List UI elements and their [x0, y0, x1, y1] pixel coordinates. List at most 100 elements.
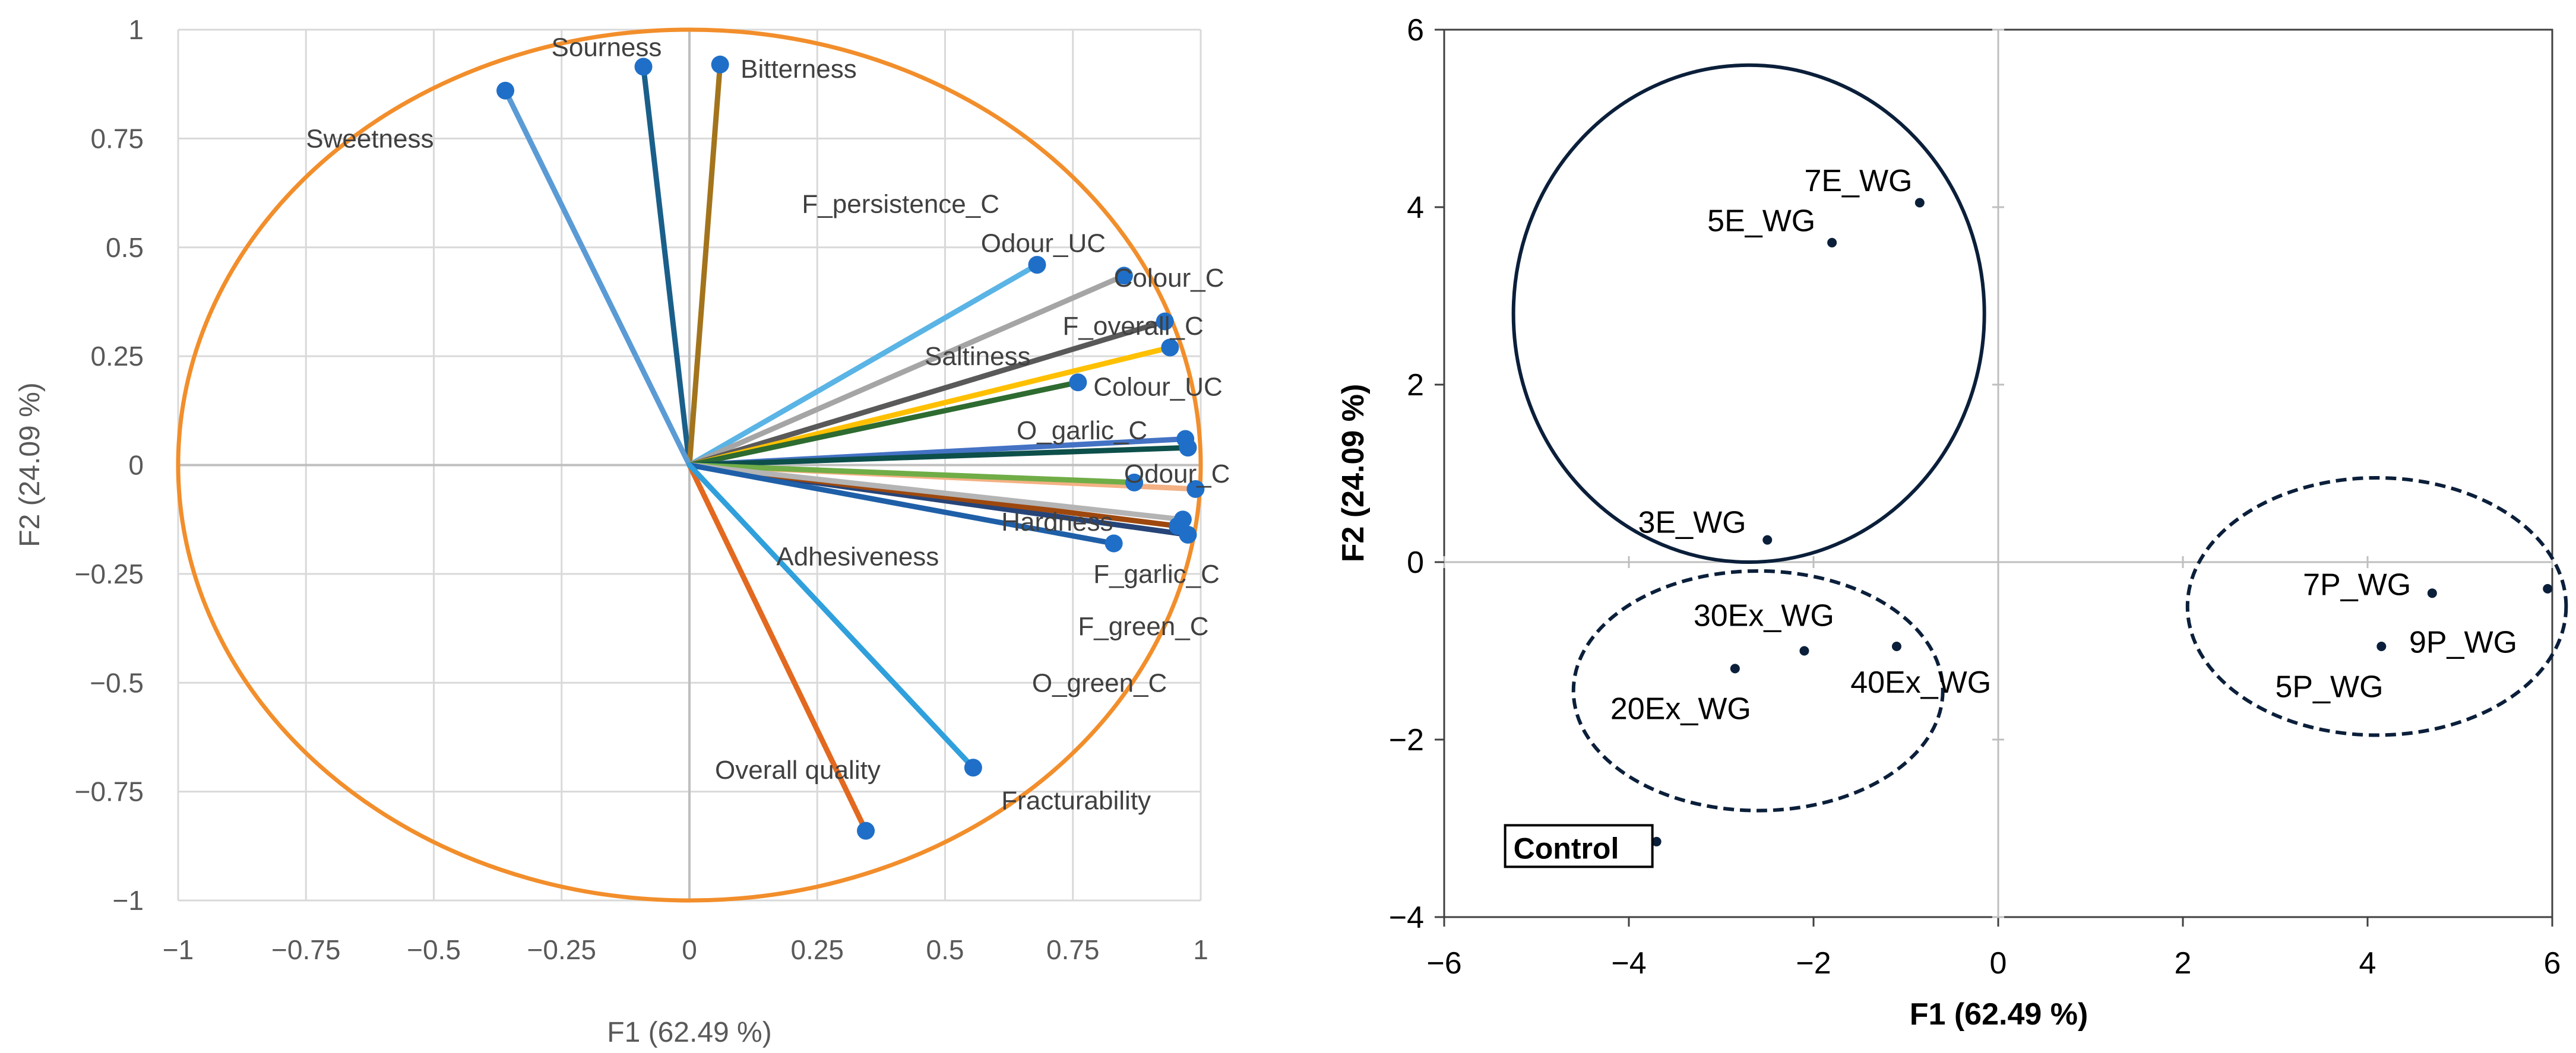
right-y-tick-label: 4 — [1407, 191, 1424, 225]
variable-point — [1125, 473, 1144, 491]
observation-point — [1914, 198, 1925, 208]
observation-label: 5E_WG — [1707, 204, 1815, 238]
observation-label: 40Ex_WG — [1850, 665, 1991, 700]
variable-label: Odour_UC — [981, 229, 1106, 258]
right-x-tick-label: −2 — [1796, 946, 1831, 981]
right-y-tick-label: 6 — [1407, 13, 1424, 47]
left-x-tick-label: −0.25 — [527, 934, 596, 965]
observations-chart: 7E_WG 5E_WG 3E_WG 30Ex_WG 20Ex_WG 40Ex_WG Cont… — [1336, 13, 2568, 1032]
right-x-tick-label: 2 — [2175, 946, 2192, 981]
left-correlation-circle — [176, 27, 1203, 903]
group-ellipse — [1571, 569, 1945, 813]
vector-line — [641, 64, 692, 468]
left-y-tick-label: 0.25 — [90, 341, 144, 372]
variable-label: F_green_C — [1078, 612, 1208, 641]
variable-label: F_persistence_C — [802, 189, 999, 218]
right-axes — [1435, 28, 2553, 927]
variable-label: F_overall_C — [1063, 312, 1204, 341]
variable-label: F_garlic_C — [1093, 560, 1220, 589]
observation-point — [1799, 646, 1809, 656]
left-y-tick-label: 0.75 — [90, 123, 144, 154]
right-y-tick-label: 2 — [1407, 368, 1424, 402]
observation-point — [2543, 583, 2553, 594]
right-x-axis-label: F1 (62.49 %) — [1910, 997, 2088, 1032]
left-tick-labels: −1 −0.75 −0.5 −0.25 0 0.25 0.5 0.75 1 1 0.75 0.5 0.2… — [75, 14, 1208, 965]
left-y-tick-label: 0.5 — [106, 232, 144, 263]
left-y-tick-label: −0.25 — [75, 559, 144, 589]
left-y-tick-label: 0 — [128, 450, 144, 481]
variable-point — [634, 58, 653, 76]
variable-label: Colour_UC — [1093, 372, 1223, 401]
variable-label: Adhesiveness — [776, 543, 939, 572]
group-ellipse — [2185, 475, 2568, 737]
observation-point — [2427, 588, 2437, 598]
left-x-tick-label: 0 — [682, 934, 697, 965]
left-y-tick-label: −0.5 — [90, 667, 144, 698]
right-points — [1651, 198, 2553, 846]
left-y-axis-label: F2 (24.09 %) — [14, 382, 46, 547]
left-x-tick-label: 1 — [1193, 934, 1208, 965]
variable-point — [1173, 510, 1192, 529]
right-point-labels: 7E_WG 5E_WG 3E_WG 30Ex_WG 20Ex_WG 40Ex_WG Cont… — [1504, 164, 2517, 868]
left-variable-labels: Sourness Bitterness Sweetness F_persistence… — [306, 33, 1230, 815]
observation-point — [1891, 642, 1901, 652]
variable-label: Bitterness — [740, 55, 857, 84]
vector-line — [686, 445, 1191, 468]
left-x-tick-label: 0.5 — [926, 934, 964, 965]
variable-label: Colour_C — [1114, 264, 1224, 293]
left-y-tick-label: −1 — [113, 885, 144, 916]
left-x-tick-label: −1 — [163, 934, 194, 965]
variable-point — [1186, 480, 1205, 498]
observation-label: 3E_WG — [1638, 506, 1746, 540]
group-ellipse — [1511, 63, 1986, 564]
vector-line — [686, 462, 1117, 547]
observation-label: 7E_WG — [1804, 164, 1912, 198]
observation-label: 30Ex_WG — [1694, 599, 1834, 633]
variable-point — [857, 822, 875, 840]
vector-line — [686, 318, 1168, 468]
right-y-tick-label: 0 — [1407, 545, 1424, 580]
variable-label: O_garlic_C — [1017, 416, 1147, 445]
variable-label: Overall quality — [715, 756, 881, 785]
right-x-tick-label: −6 — [1426, 946, 1461, 981]
variable-point — [1028, 256, 1046, 274]
observation-label: 7P_WG — [2303, 567, 2411, 602]
right-ellipses — [1511, 63, 2568, 813]
observation-point — [1827, 237, 1837, 248]
observation-label: 5P_WG — [2276, 670, 2384, 704]
variable-label: Sourness — [552, 33, 662, 62]
observation-label: 20Ex_WG — [1610, 692, 1751, 727]
left-y-tick-label: 1 — [128, 14, 144, 45]
left-x-tick-label: −0.75 — [271, 934, 340, 965]
variable-point — [1161, 338, 1179, 357]
observation-point — [1762, 535, 1773, 545]
left-points — [496, 55, 1205, 840]
left-x-tick-label: 0.25 — [790, 934, 844, 965]
left-x-tick-label: −0.5 — [407, 934, 461, 965]
variable-label: O_green_C — [1032, 668, 1167, 697]
variable-point — [1156, 312, 1174, 331]
variable-label: Fracturability — [1001, 786, 1151, 815]
variable-point — [1179, 439, 1197, 457]
variable-point — [1115, 267, 1133, 285]
right-x-tick-label: 0 — [1990, 946, 2007, 981]
variable-point — [964, 759, 982, 777]
left-x-axis-label: F1 (62.49 %) — [607, 1017, 771, 1048]
observation-label: Control — [1514, 832, 1619, 865]
vector-line — [686, 262, 1040, 468]
observation-point — [1730, 664, 1740, 674]
variable-label: Saltiness — [925, 342, 1031, 371]
correlation-circle — [176, 27, 1203, 903]
left-vectors — [502, 62, 1198, 834]
variable-label: Sweetness — [306, 124, 433, 153]
right-x-tick-label: 4 — [2359, 946, 2376, 981]
vector-line — [686, 462, 976, 770]
variable-point — [711, 55, 729, 74]
vector-line — [686, 462, 1137, 486]
variable-point — [496, 81, 515, 100]
variable-label: Odour_C — [1124, 459, 1230, 489]
vector-line — [686, 462, 1186, 522]
vector-line — [686, 379, 1081, 468]
observation-point — [1651, 836, 1662, 846]
